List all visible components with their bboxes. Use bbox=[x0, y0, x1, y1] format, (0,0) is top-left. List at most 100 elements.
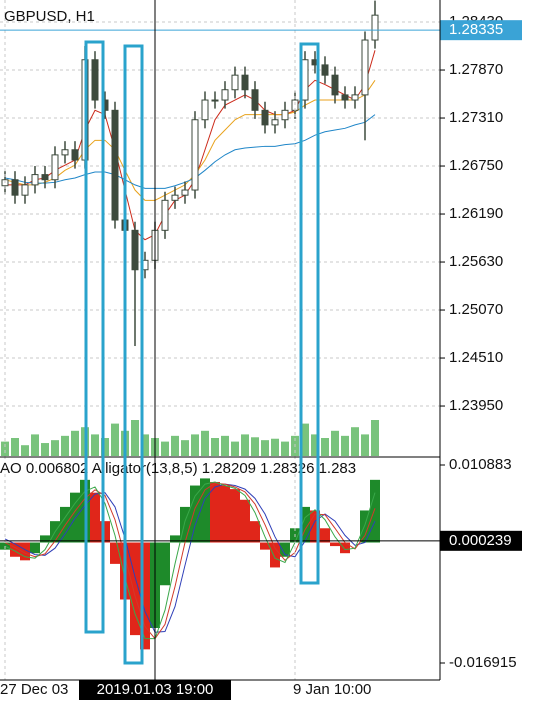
volume-bar bbox=[211, 438, 219, 456]
candle-body bbox=[371, 14, 379, 41]
volume-bar bbox=[341, 435, 349, 456]
candle-body bbox=[271, 119, 279, 126]
y-tick-label: 1.23950 bbox=[449, 397, 503, 414]
volume-bar bbox=[371, 420, 379, 456]
price-panel bbox=[0, 0, 440, 456]
volume-bar bbox=[71, 430, 79, 456]
volume-bar bbox=[61, 435, 69, 456]
ao-bar bbox=[200, 478, 210, 543]
ao-bar bbox=[230, 489, 240, 543]
ao-bar bbox=[40, 535, 50, 543]
candle-body bbox=[91, 59, 99, 101]
candle-body bbox=[71, 149, 79, 161]
ao-bar bbox=[140, 542, 150, 650]
x-tick-label: 2019.01.03 19:00 bbox=[97, 681, 214, 698]
ao-bar bbox=[190, 485, 200, 543]
ao-bar bbox=[220, 485, 230, 543]
y-tick-label: 1.27870 bbox=[449, 61, 503, 78]
candle-body bbox=[281, 109, 289, 121]
candle-body bbox=[131, 229, 139, 271]
volume-bar bbox=[111, 423, 119, 456]
candle-body bbox=[41, 174, 49, 181]
candle-body bbox=[331, 74, 339, 96]
indicator-panel bbox=[0, 478, 380, 650]
ao-bar bbox=[340, 542, 350, 554]
candle-body bbox=[241, 74, 249, 91]
indicator-header: AO 0.006802 Alligator(13,8,5) 1.28209 1.… bbox=[0, 460, 356, 477]
volume-bar bbox=[181, 440, 189, 456]
volume-bar bbox=[31, 434, 39, 456]
ao-bar bbox=[100, 521, 110, 543]
candle-body bbox=[211, 99, 219, 102]
candle-body bbox=[251, 89, 259, 111]
ma-line bbox=[5, 50, 376, 241]
candle-body bbox=[321, 64, 329, 76]
candle-body bbox=[301, 59, 309, 101]
y-tick-label: 1.24510 bbox=[449, 349, 503, 366]
candle-body bbox=[191, 119, 199, 191]
volume-bar bbox=[321, 438, 329, 456]
candle-body bbox=[201, 99, 209, 121]
volume-bar bbox=[91, 434, 99, 456]
ao-bar bbox=[370, 479, 380, 543]
ao-bar bbox=[170, 535, 180, 543]
volume-bar bbox=[51, 440, 59, 456]
candle-body bbox=[221, 89, 229, 101]
alligator-line bbox=[4, 481, 376, 640]
chart-title: GBPUSD, H1 bbox=[4, 8, 95, 25]
current-price-label: 1.28335 bbox=[449, 21, 503, 38]
candle-body bbox=[361, 39, 369, 96]
volume-bar bbox=[311, 434, 319, 456]
y-tick-label: 0.010883 bbox=[449, 456, 512, 473]
volume-bar bbox=[171, 435, 179, 456]
highlight-box bbox=[84, 40, 105, 634]
ao-bar bbox=[180, 506, 190, 543]
alligator-line bbox=[4, 482, 376, 640]
volume-bar bbox=[101, 438, 109, 456]
plot-layer: 1.284301.278701.273101.267501.261901.256… bbox=[0, 0, 522, 700]
ao-bar bbox=[110, 542, 120, 564]
candle-body bbox=[111, 109, 119, 221]
volume-bar bbox=[191, 434, 199, 456]
volume-bar bbox=[161, 441, 169, 456]
volume-bar bbox=[141, 434, 149, 456]
candle-body bbox=[161, 199, 169, 231]
candle-body bbox=[61, 149, 69, 156]
candle-body bbox=[11, 179, 19, 196]
ao-bar bbox=[210, 481, 220, 543]
candle-body bbox=[351, 94, 359, 101]
current-price-box bbox=[440, 20, 522, 41]
volume-bar bbox=[281, 441, 289, 456]
x-tick-label: 27 Dec 03 bbox=[0, 681, 68, 698]
volume-bar bbox=[241, 434, 249, 456]
ao-bar bbox=[260, 542, 270, 550]
y-tick-label: 1.26750 bbox=[449, 157, 503, 174]
volume-bar bbox=[131, 420, 139, 456]
volume-bar bbox=[301, 423, 309, 456]
ao-bar bbox=[20, 542, 30, 561]
volume-bar bbox=[251, 437, 259, 456]
y-tick-label: 1.26190 bbox=[449, 205, 503, 222]
volume-bar bbox=[331, 430, 339, 456]
highlight-box bbox=[123, 44, 144, 665]
candle-body bbox=[51, 154, 59, 181]
ao-bar bbox=[30, 542, 40, 554]
volume-bar bbox=[231, 441, 239, 456]
ao-bar bbox=[360, 510, 370, 543]
crosshair-label-box bbox=[79, 680, 231, 700]
volume-bar bbox=[201, 430, 209, 456]
ao-bar bbox=[330, 542, 340, 547]
highlight-box bbox=[299, 42, 320, 585]
volume-bar bbox=[351, 427, 359, 456]
volume-bar bbox=[41, 443, 49, 456]
volume-bar bbox=[11, 438, 19, 456]
candle-body bbox=[341, 94, 349, 101]
ao-bar bbox=[90, 492, 100, 543]
ao-bar bbox=[10, 542, 20, 557]
candle-body bbox=[21, 184, 29, 196]
candle-body bbox=[31, 174, 39, 186]
ma-line bbox=[4, 114, 376, 189]
volume-bar bbox=[271, 438, 279, 456]
ao-bar bbox=[160, 542, 170, 586]
